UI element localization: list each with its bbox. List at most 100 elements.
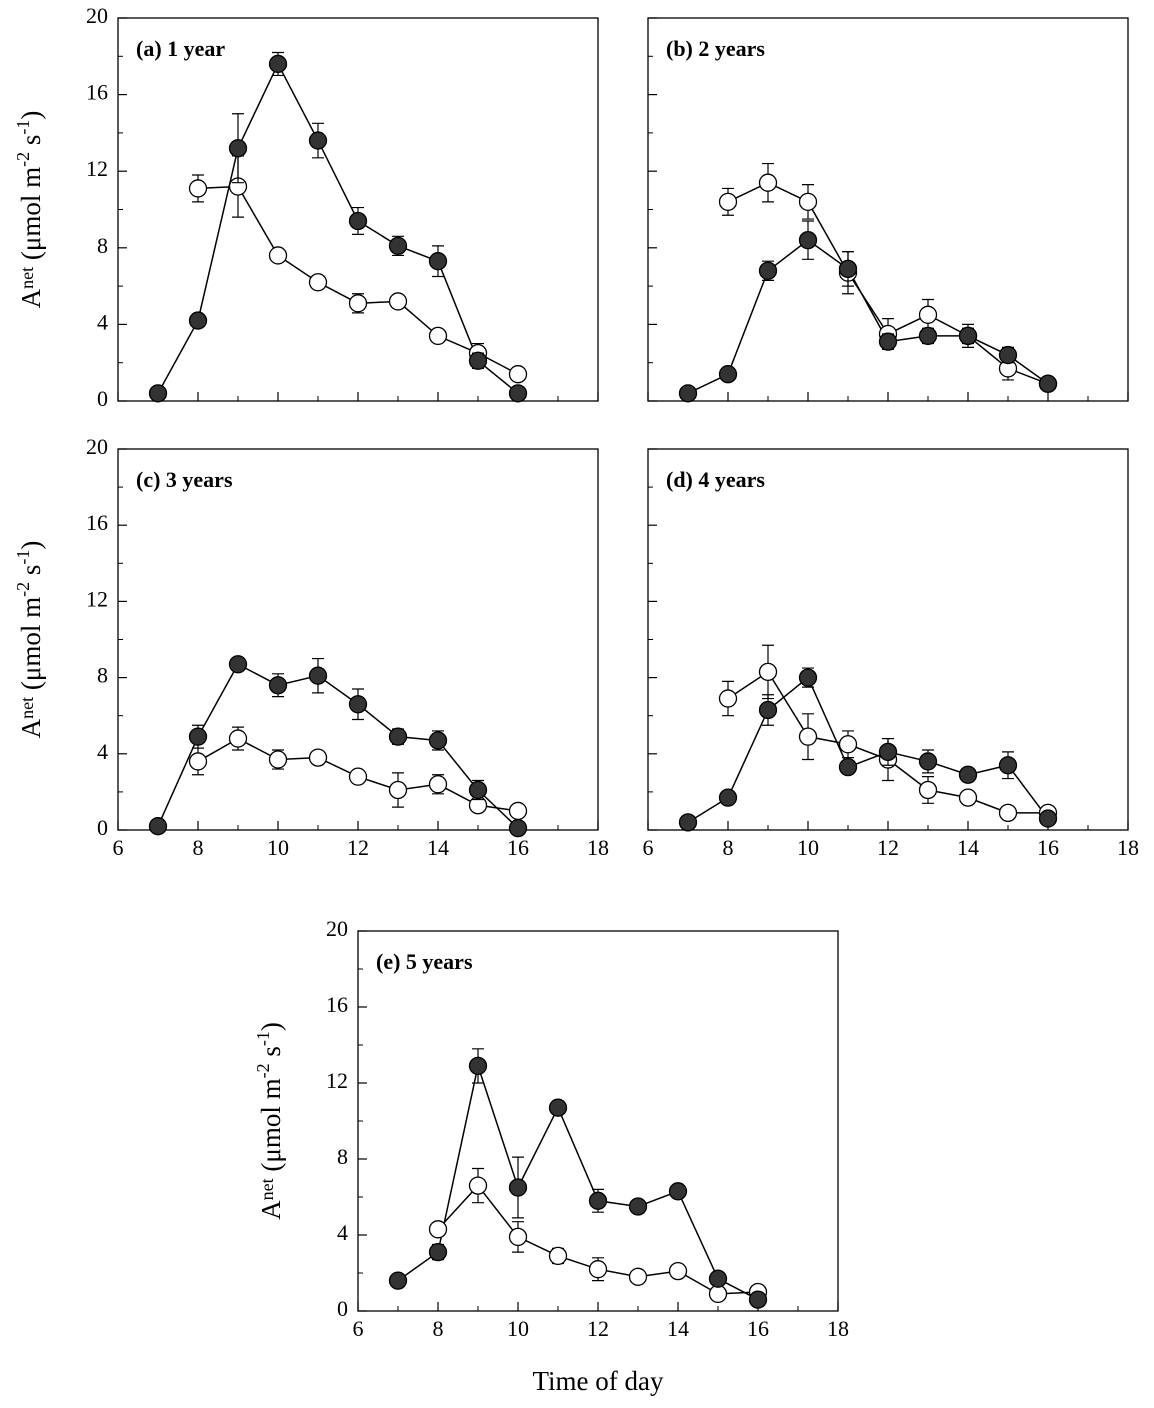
marker: [1040, 810, 1057, 827]
marker: [510, 1228, 527, 1245]
marker: [920, 327, 937, 344]
series-line: [158, 64, 518, 393]
marker: [590, 1192, 607, 1209]
marker: [510, 1179, 527, 1196]
marker: [920, 781, 937, 798]
y-axis-label-part: A: [16, 718, 46, 738]
y-axis-label: Anet (μmol m-2 s-1): [13, 541, 46, 739]
x-tick-label: 8: [193, 835, 204, 860]
y-tick-label: 8: [97, 233, 108, 258]
marker: [310, 274, 327, 291]
y-tick-label: 12: [86, 586, 108, 611]
series-line: [688, 240, 1048, 393]
marker: [430, 776, 447, 793]
marker: [1040, 375, 1057, 392]
marker: [390, 728, 407, 745]
y-tick-label: 12: [86, 156, 108, 181]
marker: [630, 1268, 647, 1285]
marker: [390, 781, 407, 798]
marker: [270, 247, 287, 264]
marker: [510, 820, 527, 837]
x-tick-label: 14: [957, 835, 979, 860]
marker: [430, 732, 447, 749]
marker: [720, 789, 737, 806]
marker: [510, 385, 527, 402]
x-tick-label: 12: [877, 835, 899, 860]
marker: [310, 132, 327, 149]
marker: [960, 766, 977, 783]
marker: [230, 656, 247, 673]
marker: [350, 768, 367, 785]
x-tick-label: 6: [643, 835, 654, 860]
x-tick-label: 6: [353, 1316, 364, 1341]
y-axis-label-part: ): [16, 111, 46, 120]
marker: [800, 232, 817, 249]
x-tick-label: 18: [587, 835, 609, 860]
panel-title: (a) 1 year: [136, 36, 225, 61]
marker: [670, 1263, 687, 1280]
y-tick-label: 4: [337, 1220, 348, 1245]
x-tick-label: 8: [433, 1316, 444, 1341]
x-tick-label: 6: [113, 835, 124, 860]
y-axis-label-part: (μmol m: [256, 1078, 286, 1178]
panel: (b) 2 years: [648, 18, 1128, 402]
series-line: [398, 1066, 758, 1300]
marker: [720, 193, 737, 210]
y-tick-label: 0: [97, 386, 108, 411]
marker: [880, 743, 897, 760]
x-tick-label: 18: [1117, 835, 1139, 860]
y-tick-label: 12: [326, 1068, 348, 1093]
marker: [230, 730, 247, 747]
y-tick-label: 16: [86, 80, 108, 105]
marker: [190, 753, 207, 770]
marker: [390, 1272, 407, 1289]
panel-title: (b) 2 years: [666, 36, 765, 61]
marker: [920, 753, 937, 770]
y-tick-label: 20: [86, 3, 108, 28]
y-axis-label-part: s: [256, 1046, 286, 1063]
y-tick-label: 8: [97, 663, 108, 688]
marker: [510, 366, 527, 383]
x-tick-label: 12: [587, 1316, 609, 1341]
marker: [710, 1285, 727, 1302]
panel-title: (d) 4 years: [666, 467, 765, 492]
marker: [190, 180, 207, 197]
y-axis-label-part: -2: [253, 1063, 273, 1078]
y-axis-label-part: -2: [13, 582, 33, 597]
marker: [270, 677, 287, 694]
marker: [350, 295, 367, 312]
marker: [190, 312, 207, 329]
marker: [390, 237, 407, 254]
marker: [720, 690, 737, 707]
y-axis-label-part: s: [16, 135, 46, 152]
series-line: [688, 678, 1048, 823]
y-tick-label: 8: [337, 1144, 348, 1169]
marker: [150, 385, 167, 402]
marker: [350, 696, 367, 713]
marker: [470, 352, 487, 369]
marker: [510, 802, 527, 819]
marker: [840, 759, 857, 776]
marker: [430, 1244, 447, 1261]
y-axis-label-part: (μmol m: [16, 167, 46, 267]
y-axis-label: Anet (μmol m-2 s-1): [13, 111, 46, 309]
marker: [630, 1198, 647, 1215]
y-axis-label-part: -1: [13, 120, 33, 135]
y-axis-label-part: net: [17, 267, 37, 289]
y-tick-label: 20: [86, 434, 108, 459]
x-axis-label: Time of day: [532, 1366, 664, 1396]
marker: [350, 212, 367, 229]
marker: [270, 55, 287, 72]
marker: [470, 1057, 487, 1074]
marker: [760, 262, 777, 279]
marker: [470, 1177, 487, 1194]
y-axis-label: Anet (μmol m-2 s-1): [253, 1022, 286, 1220]
marker: [880, 333, 897, 350]
x-tick-label: 10: [507, 1316, 529, 1341]
marker: [680, 385, 697, 402]
y-tick-label: 16: [326, 992, 348, 1017]
marker: [920, 306, 937, 323]
